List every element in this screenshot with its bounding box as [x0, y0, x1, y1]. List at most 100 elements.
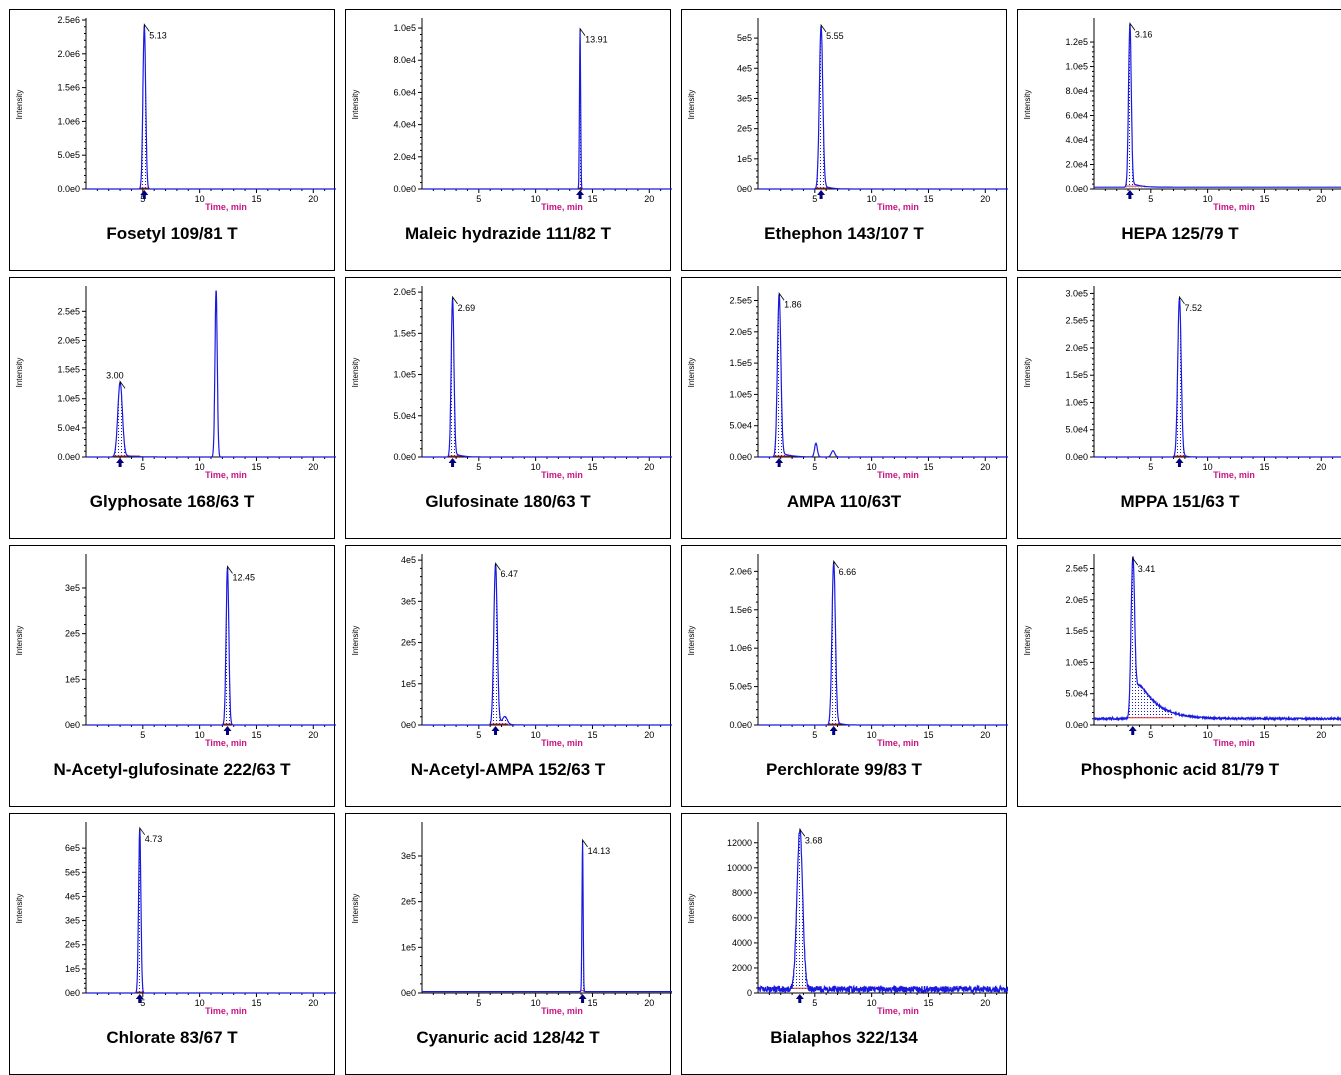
peak-rt-label: 12.45	[232, 572, 255, 582]
panel-title: Chlorate 83/67 T	[106, 1028, 238, 1047]
y-tick-label: 1e5	[401, 942, 416, 952]
y-tick-label: 1.0e6	[57, 116, 80, 126]
x-tick-label: 15	[1259, 194, 1269, 204]
x-tick-label: 20	[644, 194, 654, 204]
panel-title: Ethephon 143/107 T	[764, 224, 924, 243]
x-tick-label: 20	[1316, 462, 1326, 472]
y-tick-label: 1.0e5	[729, 389, 752, 399]
y-tick-label: 12000	[727, 838, 752, 848]
x-tick-label: 5	[140, 998, 145, 1008]
x-tick-label: 20	[644, 730, 654, 740]
y-axis-title: Intensity	[351, 894, 360, 924]
x-tick-label: 15	[587, 194, 597, 204]
y-tick-label: 2.5e5	[57, 306, 80, 316]
peak-area	[112, 382, 141, 457]
x-tick-label: 5	[140, 730, 145, 740]
y-tick-label: 0.0e0	[1065, 184, 1088, 194]
x-axis-title: Time, min	[541, 470, 583, 480]
panel-title: Glyphosate 168/63 T	[89, 492, 255, 511]
chromatogram-plot: Intensity 0.0e0 5.0e4 1.0e5 1.5e5 2.0e5 2.5e5 5…	[15, 286, 336, 480]
y-tick-label: 8000	[732, 888, 752, 898]
y-tick-label: 4e5	[65, 891, 80, 901]
apex-flag	[119, 380, 126, 389]
x-tick-label: 10	[867, 462, 877, 472]
x-axis-title: Time, min	[205, 1006, 247, 1016]
y-tick-label: 2e5	[737, 124, 752, 134]
signal-trace	[757, 828, 1008, 995]
x-tick-label: 10	[195, 194, 205, 204]
peak-area	[1174, 297, 1187, 457]
y-axis-title: Intensity	[15, 894, 24, 924]
signal-trace	[422, 564, 672, 726]
chromatogram-plot: Intensity 0.0e0 5.0e4 1.0e5 1.5e5 2.0e5 2.5e5 3…	[1023, 286, 1341, 480]
y-tick-label: 0.0e0	[1065, 452, 1088, 462]
peak-rt-label: 6.47	[501, 569, 519, 579]
x-tick-label: 20	[980, 194, 990, 204]
peak-marker-icon	[817, 190, 826, 199]
chromatogram-panel: Intensity 0.0e0 5.0e4 1.0e5 1.5e5 2.0e5 2.5e5 5…	[681, 277, 1008, 539]
x-tick-label: 20	[980, 730, 990, 740]
peak-area	[828, 562, 844, 725]
y-tick-label: 1.0e5	[1065, 397, 1088, 407]
chromatogram-panel: Intensity 0e0 1e5 2e5 3e5 4e5 5 10 15 20 Time, min…	[345, 545, 672, 807]
chromatogram-panel: Intensity 0.0e0 5.0e4 1.0e5 1.5e5 2.0e5 2.5e5 5…	[9, 277, 336, 539]
y-tick-label: 1e5	[65, 674, 80, 684]
y-axis-title: Intensity	[687, 894, 696, 924]
apex-flag	[143, 23, 150, 32]
peak-rt-label: 5.13	[149, 30, 167, 40]
y-tick-label: 0e0	[65, 988, 80, 998]
y-axis-title: Intensity	[351, 358, 360, 388]
y-tick-label: 2e5	[401, 638, 416, 648]
x-tick-label: 20	[308, 730, 318, 740]
y-tick-label: 1.0e5	[1065, 657, 1088, 667]
y-tick-label: 1.2e5	[1065, 37, 1088, 47]
y-tick-label: 0e0	[737, 184, 752, 194]
apex-flag	[579, 27, 586, 36]
x-tick-label: 15	[251, 194, 261, 204]
x-tick-label: 5	[1148, 730, 1153, 740]
peak-rt-label: 1.86	[784, 299, 802, 309]
y-tick-label: 2.0e6	[57, 49, 80, 59]
x-tick-label: 15	[1259, 462, 1269, 472]
x-tick-label: 5	[812, 194, 817, 204]
chromatogram-plot: Intensity 0e0 1e5 2e5 3e5 4e5 5 10 15 20 Time, min…	[351, 554, 672, 748]
y-tick-label: 0.0e0	[729, 720, 752, 730]
y-tick-label: 0.0e0	[393, 452, 416, 462]
y-tick-label: 4e5	[737, 63, 752, 73]
x-axis-title: Time, min	[541, 738, 583, 748]
y-tick-label: 4.0e4	[1065, 135, 1088, 145]
y-tick-label: 6.0e4	[1065, 111, 1088, 121]
y-axis-title: Intensity	[351, 90, 360, 120]
y-tick-label: 1.5e6	[729, 605, 752, 615]
y-axis-title: Intensity	[687, 90, 696, 120]
y-tick-label: 3e5	[65, 916, 80, 926]
x-axis-title: Time, min	[541, 1006, 583, 1016]
x-tick-label: 15	[587, 998, 597, 1008]
y-tick-label: 2.0e5	[1065, 343, 1088, 353]
y-tick-label: 2000	[732, 963, 752, 973]
signal-trace	[1094, 24, 1341, 188]
y-tick-label: 4.0e4	[393, 120, 416, 130]
x-tick-label: 5	[812, 462, 817, 472]
panel-title: N-Acetyl-AMPA 152/63 T	[410, 760, 606, 779]
y-tick-label: 3e5	[65, 583, 80, 593]
signal-trace	[1094, 297, 1341, 458]
chromatogram-plot: Intensity 0e0 1e5 2e5 3e5 4e5 5e5 5 10 15 20 Time, …	[687, 18, 1008, 212]
y-tick-label: 2e5	[401, 897, 416, 907]
chromatogram-plot: Intensity 0.0e0 5.0e4 1.0e5 1.5e5 2.0e5 2.5e5 5…	[687, 286, 1008, 480]
y-tick-label: 2.0e6	[729, 566, 752, 576]
signal-trace	[86, 829, 336, 994]
x-axis-title: Time, min	[877, 470, 919, 480]
chromatogram-plot: Intensity 0e0 1e5 2e5 3e5 5 10 15 20 Time, min 12.…	[15, 554, 336, 748]
y-tick-label: 5.0e4	[57, 423, 80, 433]
y-tick-label: 0.0e0	[1065, 720, 1088, 730]
y-tick-label: 5e5	[65, 867, 80, 877]
panel-title: Perchlorate 99/83 T	[766, 760, 922, 779]
y-tick-label: 1.5e5	[1065, 626, 1088, 636]
signal-trace	[758, 294, 1008, 458]
y-tick-label: 1.5e5	[729, 358, 752, 368]
peak-marker-icon	[576, 190, 585, 199]
y-tick-label: 0.0e0	[729, 452, 752, 462]
x-tick-label: 15	[587, 730, 597, 740]
signal-trace	[422, 840, 672, 993]
